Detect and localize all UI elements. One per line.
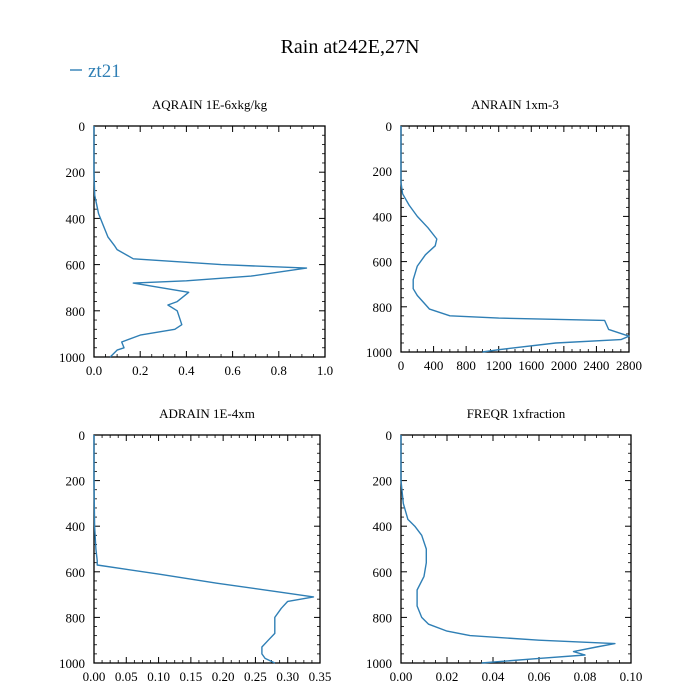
x-tick-label: 2000 [551, 358, 577, 373]
legend: zt21 [70, 61, 121, 82]
panel-title: ADRAIN 1E-4xm [159, 406, 255, 421]
y-tick-label: 400 [66, 211, 86, 226]
x-tick-label: 400 [424, 358, 444, 373]
x-tick-label: 1200 [486, 358, 512, 373]
panel-title: AQRAIN 1E-6xkg/kg [152, 97, 268, 112]
y-tick-label: 800 [373, 300, 393, 315]
y-tick-label: 1000 [59, 656, 85, 671]
series-line-zt21 [93, 126, 308, 358]
panel-2: ANRAIN 1xm-3 0 200 400 600 800 1000 0 400 800 1200… [366, 97, 642, 373]
x-tick-label: 0.05 [115, 669, 138, 684]
x-tick-label: 2400 [583, 358, 609, 373]
x-tick-label: 0.30 [276, 669, 299, 684]
x-tick-label: 0.4 [178, 363, 195, 378]
series-line-zt21 [400, 435, 616, 664]
y-tick-label: 800 [66, 610, 86, 625]
x-tick-label: 0.2 [132, 363, 148, 378]
y-tick-label: 800 [66, 304, 86, 319]
x-tick-label: 0.20 [212, 669, 235, 684]
y-tick-label: 400 [66, 519, 86, 534]
x-tick-label: 0.08 [574, 669, 597, 684]
y-tick-label: 200 [66, 165, 86, 180]
x-tick-label: 1600 [518, 358, 544, 373]
y-tick-label: 0 [79, 119, 86, 134]
plot-frame [400, 434, 632, 664]
y-tick-label: 1000 [366, 656, 392, 671]
x-tick-label: 0.15 [179, 669, 202, 684]
y-tick-label: 1000 [366, 345, 392, 360]
y-tick-label: 200 [373, 474, 393, 489]
x-tick-label: 0.10 [147, 669, 170, 684]
x-tick-label: 0.00 [83, 669, 106, 684]
x-tick-label: 0.02 [436, 669, 459, 684]
series-line-zt21 [400, 126, 630, 353]
y-tick-label: 600 [66, 258, 86, 273]
x-tick-label: 1.0 [317, 363, 333, 378]
y-tick-label: 600 [66, 565, 86, 580]
x-tick-label: 0.10 [620, 669, 643, 684]
plot-frame [93, 125, 326, 358]
x-tick-label: 2800 [616, 358, 642, 373]
y-tick-label: 200 [66, 474, 86, 489]
series-line-zt21 [93, 435, 315, 664]
x-tick-label: 0.35 [309, 669, 332, 684]
y-tick-label: 0 [386, 119, 393, 134]
x-tick-label: 0.8 [271, 363, 287, 378]
x-tick-label: 0.6 [224, 363, 241, 378]
y-tick-label: 800 [373, 610, 393, 625]
y-tick-label: 400 [373, 209, 393, 224]
y-tick-label: 600 [373, 565, 393, 580]
x-tick-label: 0.04 [482, 669, 505, 684]
x-tick-label: 0 [398, 358, 405, 373]
y-tick-label: 0 [386, 428, 393, 443]
y-tick-label: 200 [373, 164, 393, 179]
y-tick-label: 400 [373, 519, 393, 534]
chart-title: Rain at242E,27N [281, 36, 420, 58]
x-tick-label: 0.00 [390, 669, 413, 684]
y-tick-label: 0 [79, 428, 86, 443]
x-tick-label: 0.0 [86, 363, 102, 378]
x-tick-label: 0.25 [244, 669, 267, 684]
y-tick-label: 1000 [59, 350, 85, 365]
y-tick-label: 600 [373, 255, 393, 270]
plot-frame [93, 434, 321, 664]
panel-title: ANRAIN 1xm-3 [471, 97, 559, 112]
panel-title: FREQR 1xfraction [467, 406, 566, 421]
x-tick-label: 800 [456, 358, 476, 373]
legend-label: zt21 [88, 61, 121, 82]
x-tick-label: 0.06 [528, 669, 551, 684]
